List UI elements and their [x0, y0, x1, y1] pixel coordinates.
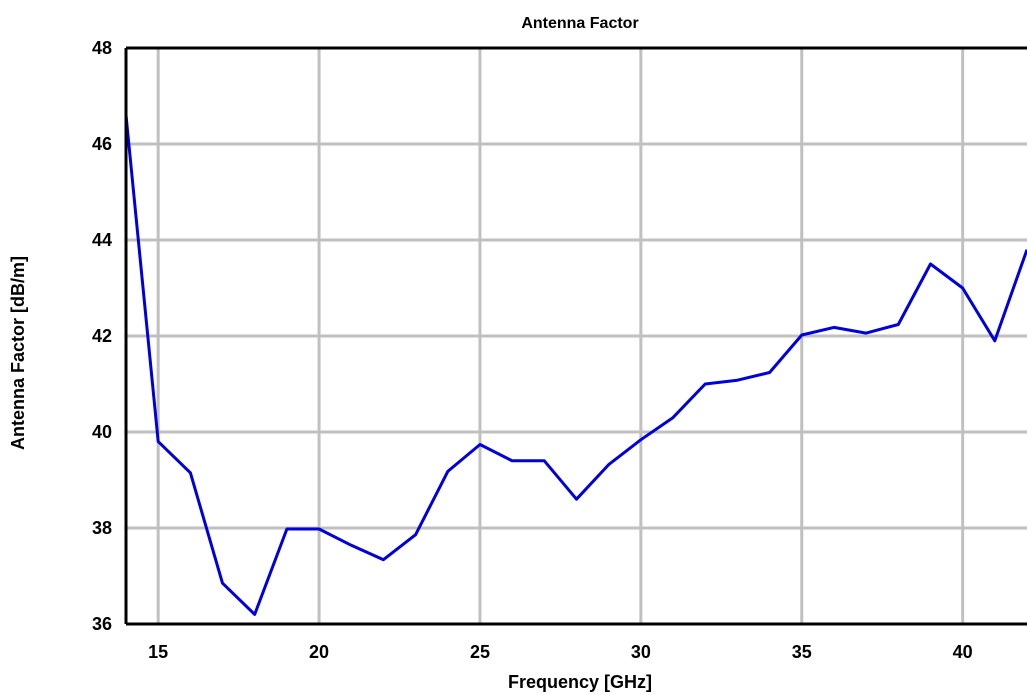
- y-tick-label: 36: [92, 614, 112, 634]
- x-tick-label: 30: [631, 642, 651, 662]
- x-axis-title: Frequency [GHz]: [508, 672, 652, 692]
- series-group: [124, 115, 1027, 616]
- x-tick-label: 15: [148, 642, 168, 662]
- y-tick-label: 46: [92, 134, 112, 154]
- chart-title: Antenna Factor: [521, 15, 638, 32]
- x-tick-label: 40: [953, 642, 973, 662]
- y-tick-label: 44: [92, 230, 112, 250]
- y-tick-label: 42: [92, 326, 112, 346]
- x-tick-label: 35: [792, 642, 812, 662]
- x-tick-label: 20: [309, 642, 329, 662]
- y-tick-label: 38: [92, 518, 112, 538]
- series-line-0: [124, 115, 1027, 616]
- plot-frame: [124, 46, 1027, 626]
- x-tick-label: 25: [470, 642, 490, 662]
- x-axis-ticks: 15 20 25 30 35 40: [148, 642, 972, 662]
- y-axis-title: Antenna Factor [dB/m]: [8, 256, 28, 450]
- grid-lines: [126, 48, 1027, 624]
- y-tick-label: 48: [92, 38, 112, 58]
- y-tick-label: 40: [92, 422, 112, 442]
- y-axis-ticks: 36 38 40 42 44 46 48: [92, 38, 112, 634]
